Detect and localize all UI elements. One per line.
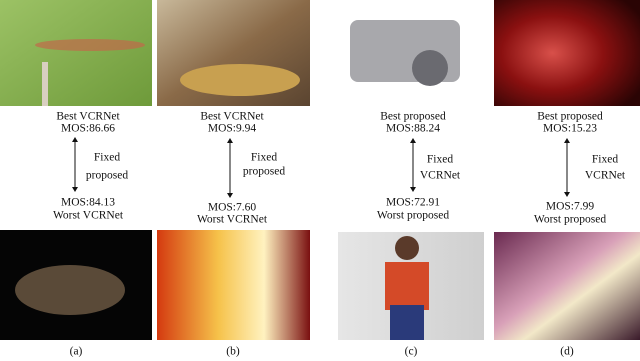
top-mos: MOS:86.66: [61, 123, 115, 135]
fixed-line: VCRNet: [420, 170, 461, 182]
image-purple: [494, 232, 640, 340]
top-label: Best proposed: [537, 111, 603, 123]
bottom-mos: MOS:84.13: [61, 197, 115, 209]
fixed-line: Fixed: [94, 152, 120, 164]
image-dragonfly: [0, 0, 152, 106]
arrow-head: [564, 192, 570, 197]
arrow-head: [227, 138, 233, 143]
caption: (a): [70, 346, 83, 358]
arrow-head: [72, 187, 78, 192]
image-detail: [385, 262, 429, 310]
top-label: Best proposed: [380, 111, 446, 123]
fixed-line: proposed: [86, 170, 128, 182]
bottom-label: Worst VCRNet: [53, 210, 124, 222]
image-detail: [390, 305, 424, 340]
image-detail: [35, 39, 145, 51]
top-label: Best VCRNet: [56, 111, 120, 123]
top-mos: MOS:9.94: [208, 123, 256, 135]
images: [0, 0, 640, 340]
arrow-head: [72, 137, 78, 142]
bottom-label: Worst VCRNet: [197, 214, 268, 226]
image-detail: [42, 62, 48, 106]
top-mos: MOS:88.24: [386, 123, 440, 135]
fixed-line: Fixed: [251, 152, 277, 164]
top-label: Best VCRNet: [200, 111, 264, 123]
image-detail: [412, 50, 448, 86]
arrow-head: [564, 138, 570, 143]
caption: (d): [560, 346, 574, 358]
arrow-head: [410, 138, 416, 143]
bottom-mos: MOS:7.99: [546, 201, 594, 213]
bottom-label: Worst proposed: [534, 214, 606, 226]
bottom-mos: MOS:72.91: [386, 197, 440, 209]
image-detail: [180, 64, 300, 96]
caption: (c): [405, 346, 418, 358]
top-mos: MOS:15.23: [543, 123, 597, 135]
bottom-label: Worst proposed: [377, 210, 449, 222]
fixed-line: proposed: [243, 166, 285, 178]
fixed-line: Fixed: [427, 154, 453, 166]
image-building: [157, 230, 310, 340]
arrow-head: [227, 193, 233, 198]
bottom-mos: MOS:7.60: [208, 202, 256, 214]
caption: (b): [226, 346, 240, 358]
image-detail: [15, 265, 125, 315]
image-detail: [395, 236, 419, 260]
fixed-line: Fixed: [592, 154, 618, 166]
fixed-line: VCRNet: [585, 170, 626, 182]
image-red: [494, 0, 640, 106]
arrow-head: [410, 187, 416, 192]
